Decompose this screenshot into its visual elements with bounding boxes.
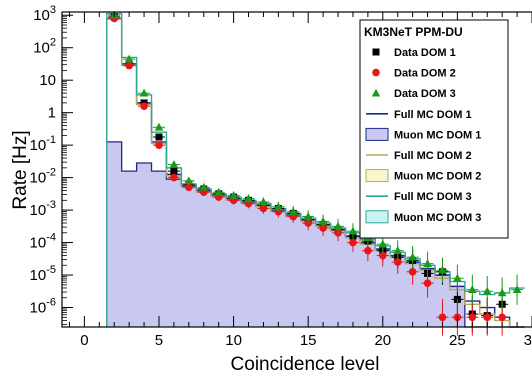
- x-tick-labels: 0 5 10 15 20 25 30: [80, 332, 532, 349]
- legend-circle-icon: [372, 68, 380, 77]
- data-dom-3-point: [482, 286, 492, 295]
- y-tick-label: 103: [33, 4, 56, 24]
- x-tick-label: 25: [449, 332, 466, 349]
- data-dom-3-point: [169, 160, 179, 168]
- y-tick-label: 10: [39, 72, 56, 89]
- x-axis-title: Coincidence level: [231, 354, 380, 375]
- legend-label: Full MC DOM 1: [394, 109, 472, 121]
- y-tick-label: 102: [33, 37, 56, 57]
- data-dom-3-point: [348, 226, 358, 235]
- x-tick-label: 30: [524, 332, 532, 349]
- legend-label: Data DOM 2: [394, 68, 456, 80]
- plot-border: [61, 11, 532, 328]
- data-dom-2-point: [408, 267, 417, 276]
- legend-label: Data DOM 1: [394, 47, 456, 59]
- data-dom-3-point: [303, 212, 313, 220]
- data-dom-3-point: [408, 252, 417, 261]
- legend-label: Muon MC DOM 3: [394, 212, 481, 224]
- x-tick-label: 10: [225, 332, 242, 349]
- data-dom-3-point: [244, 194, 253, 203]
- data-dom-1-point: [170, 167, 178, 175]
- x-tick-label: 15: [300, 332, 317, 349]
- data-dom-3-point: [229, 190, 238, 199]
- data-dom-3-point: [333, 221, 343, 230]
- legend-fill-icon: [365, 127, 389, 141]
- legend-label: Muon MC DOM 2: [394, 171, 481, 183]
- data-dom-3-point: [378, 239, 388, 248]
- data-dom-2-point: [438, 313, 447, 322]
- x-tick-label: 0: [80, 332, 88, 349]
- plot-frame: [61, 11, 532, 328]
- y-tick-label: 10-3: [30, 199, 56, 219]
- y-tick-label: 1: [48, 105, 56, 122]
- data-dom-3-point: [453, 273, 462, 282]
- data-dom-3-point: [259, 197, 268, 206]
- legend-entries: Data DOM 1 Data DOM 2 Data DOM 3 Full MC DO…: [365, 47, 481, 224]
- data-dom-2-point: [185, 183, 193, 192]
- data-dom-2-point: [423, 279, 432, 287]
- legend-title: KM3NeT PPM-DU: [364, 25, 463, 39]
- legend-fill-icon: [365, 169, 389, 183]
- y-axis-title: Rate [Hz]: [10, 130, 31, 209]
- data-dom-2-point: [140, 102, 148, 110]
- data-dom-3-point: [274, 202, 283, 211]
- data-dom-3-point: [318, 216, 328, 225]
- x-tick-label: 5: [155, 332, 163, 349]
- data-dom-3-point: [124, 54, 134, 63]
- y-tick-label: 10-5: [30, 264, 56, 284]
- x-tick-label: 20: [374, 332, 391, 349]
- legend-label: Full MC DOM 2: [394, 150, 472, 162]
- data-dom-3-point: [512, 285, 522, 293]
- data-dom-2-point: [468, 313, 477, 322]
- data-dom-3-point: [154, 122, 164, 131]
- data-dom-2-point: [259, 204, 268, 213]
- data-dom-3-point: [468, 285, 477, 293]
- legend-square-icon: [372, 48, 380, 56]
- muon-mc-dom-1-fill: [106, 141, 525, 327]
- data-dom-3-point: [184, 176, 194, 185]
- y-tick-label: 10-4: [30, 232, 56, 252]
- y-tick-label: 10-1: [30, 134, 56, 154]
- axis-ticks: [62, 12, 532, 327]
- legend-triangle-icon: [371, 88, 381, 97]
- data-dom-2-point: [349, 238, 357, 247]
- legend-fill-icon: [365, 210, 389, 224]
- data-dom-2-point: [483, 313, 492, 322]
- data-dom-1-point: [155, 133, 163, 141]
- legend-label: Muon MC DOM 1: [394, 129, 481, 141]
- legend-label: Data DOM 3: [394, 88, 456, 100]
- data-dom-2-point: [378, 251, 387, 260]
- data-dom-3-point: [288, 207, 298, 216]
- plot-series-group: [106, 10, 525, 336]
- data-dom-3-point: [199, 182, 209, 191]
- data-dom-3-point: [438, 265, 447, 274]
- legend-label: Full MC DOM 3: [394, 191, 472, 203]
- data-dom-3-point: [139, 88, 149, 97]
- data-dom-2-point: [155, 141, 163, 149]
- data-dom-2-point: [393, 258, 402, 266]
- data-dom-2-point: [170, 173, 178, 182]
- y-tick-label: 10-6: [30, 297, 56, 317]
- data-dom-3-point: [393, 246, 403, 254]
- y-tick-labels: 10-6 10-5 10-4 10-3 10-2 10-1 1 10 102 103: [30, 4, 56, 316]
- data-dom-3-point: [214, 187, 223, 196]
- data-dom-2-point: [364, 246, 372, 255]
- data-dom-2-point: [304, 219, 312, 227]
- data-dom-2-point: [498, 313, 506, 322]
- data-dom-3-point: [497, 288, 507, 297]
- data-dom-2-point: [125, 61, 133, 70]
- data-dom-3-point: [423, 259, 432, 267]
- y-tick-label: 10-2: [30, 167, 56, 187]
